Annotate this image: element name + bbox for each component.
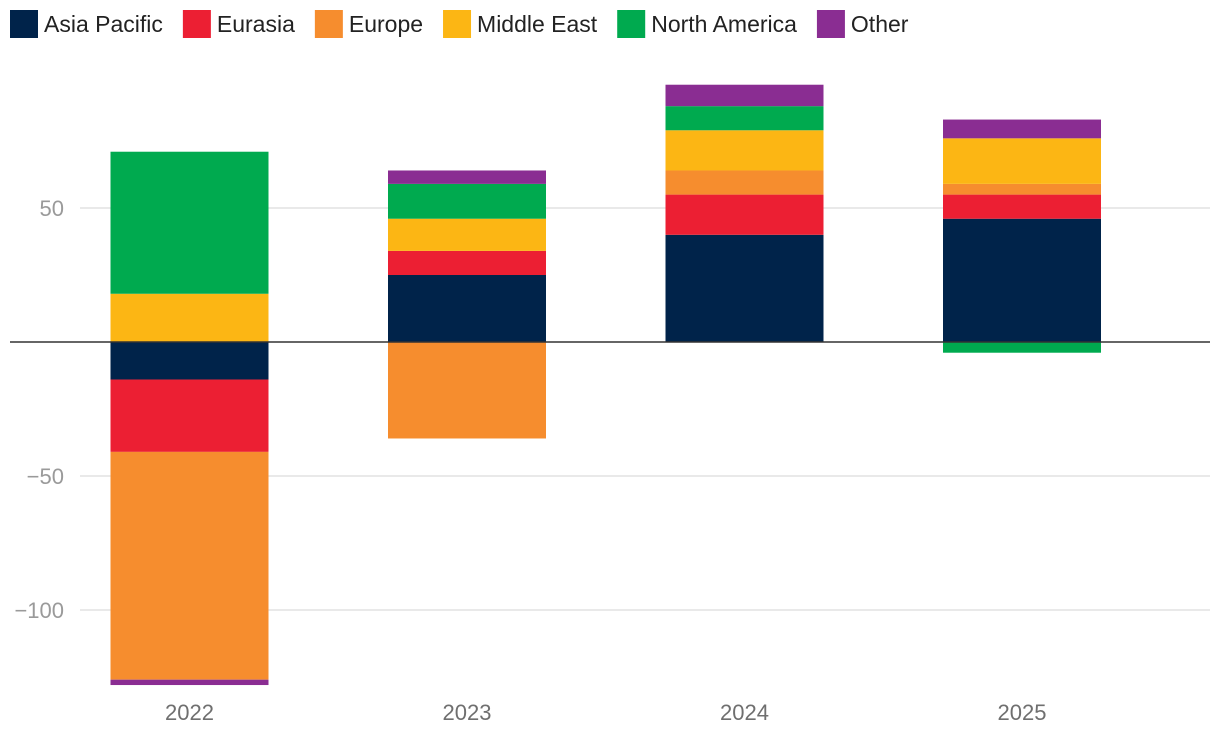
bar-segment-2023-north-america bbox=[388, 183, 546, 219]
legend-swatch-eurasia bbox=[182, 10, 211, 38]
bar-segment-2025-europe bbox=[943, 183, 1101, 195]
y-tick-label: −100 bbox=[14, 598, 64, 623]
bar-stack-2023 bbox=[388, 170, 546, 439]
bar-segment-2023-middle-east bbox=[388, 218, 546, 251]
legend-label-middle-east: Middle East bbox=[477, 11, 598, 37]
legend-item-other: Other bbox=[816, 10, 909, 38]
bar-segment-2022-eurasia bbox=[110, 379, 269, 452]
legend-label-asia-pacific: Asia Pacific bbox=[44, 11, 163, 37]
bar-stack-2024 bbox=[665, 84, 824, 342]
bar-stack-2025 bbox=[943, 119, 1101, 353]
bar-segment-2025-asia-pacific bbox=[943, 218, 1101, 342]
x-tick-label-2023: 2023 bbox=[443, 700, 492, 725]
bar-segment-2025-north-america bbox=[943, 342, 1101, 353]
y-tick-label: −50 bbox=[27, 464, 64, 489]
bar-segment-2022-north-america bbox=[110, 151, 269, 294]
bar-segment-2024-other bbox=[665, 84, 824, 107]
legend-swatch-asia-pacific bbox=[10, 10, 38, 38]
legend-swatch-europe bbox=[314, 10, 343, 38]
bar-segment-2022-asia-pacific bbox=[110, 342, 269, 380]
bar-segment-2023-asia-pacific bbox=[388, 275, 546, 342]
bar-segment-2024-middle-east bbox=[665, 130, 824, 171]
legend-item-eurasia: Eurasia bbox=[182, 10, 295, 38]
legend-label-europe: Europe bbox=[349, 11, 423, 37]
bar-segment-2023-eurasia bbox=[388, 250, 546, 275]
y-axis-ticks: 50 −50 −100 bbox=[14, 196, 64, 623]
legend-swatch-north-america bbox=[617, 10, 646, 38]
x-tick-label-2022: 2022 bbox=[165, 700, 214, 725]
legend-item-asia-pacific: Asia Pacific bbox=[10, 10, 163, 38]
y-tick-label: 50 bbox=[40, 196, 64, 221]
legend-item-middle-east: Middle East bbox=[443, 10, 598, 38]
legend: Asia Pacific Eurasia Europe Middle East Nort… bbox=[10, 10, 909, 38]
bar-segment-2025-middle-east bbox=[943, 138, 1101, 184]
bar-segment-2023-europe bbox=[388, 342, 546, 439]
bar-segment-2024-asia-pacific bbox=[665, 234, 824, 342]
x-tick-label-2025: 2025 bbox=[998, 700, 1047, 725]
legend-swatch-other bbox=[816, 10, 845, 38]
legend-label-north-america: North America bbox=[651, 11, 797, 37]
legend-label-eurasia: Eurasia bbox=[217, 11, 295, 37]
x-tick-label-2024: 2024 bbox=[720, 700, 769, 725]
bar-segment-2024-europe bbox=[665, 170, 824, 195]
bars bbox=[110, 84, 1101, 686]
bar-segment-2025-eurasia bbox=[943, 194, 1101, 219]
legend-label-other: Other bbox=[851, 11, 909, 37]
legend-item-north-america: North America bbox=[617, 10, 797, 38]
bar-segment-2022-europe bbox=[110, 451, 269, 680]
bar-segment-2025-other bbox=[943, 119, 1101, 139]
bar-segment-2022-other bbox=[110, 679, 269, 686]
bar-segment-2024-eurasia bbox=[665, 194, 824, 235]
bar-stack-2022 bbox=[110, 151, 269, 686]
bar-segment-2023-other bbox=[388, 170, 546, 184]
legend-swatch-middle-east bbox=[443, 10, 472, 38]
bar-segment-2022-middle-east bbox=[110, 293, 269, 342]
x-axis-labels: 2022 2023 2024 2025 bbox=[165, 700, 1046, 725]
legend-item-europe: Europe bbox=[314, 10, 423, 38]
bar-segment-2024-north-america bbox=[665, 106, 824, 131]
